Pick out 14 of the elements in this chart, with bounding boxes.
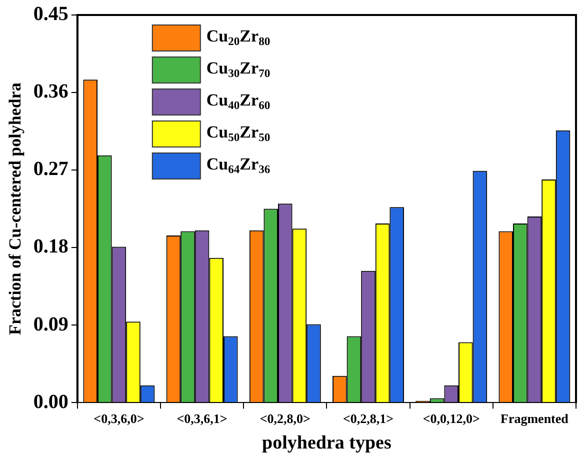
y-axis-title: Fraction of Cu-centered polyhedra — [6, 82, 25, 335]
x-axis-title: polyhedra types — [262, 432, 392, 454]
y-tick-label: 0.45 — [33, 3, 68, 26]
y-tick-label: 0.36 — [33, 80, 68, 103]
x-tick-label: Fragmented — [500, 410, 570, 426]
x-tick-label: <0,2,8,1> — [342, 410, 394, 426]
y-tick-label: 0.00 — [33, 390, 68, 413]
y-tick-label: 0.18 — [33, 236, 68, 258]
x-tick-label: <0,3,6,0> — [94, 410, 144, 426]
y-tick-label: 0.27 — [33, 158, 68, 180]
x-tick-label: <0,2,8,0> — [260, 410, 310, 426]
y-tick-label: 0.09 — [33, 313, 68, 336]
x-tick-label: <0,3,6,1> — [176, 410, 228, 426]
x-tick-label: <0,0,12,0> — [422, 410, 480, 426]
